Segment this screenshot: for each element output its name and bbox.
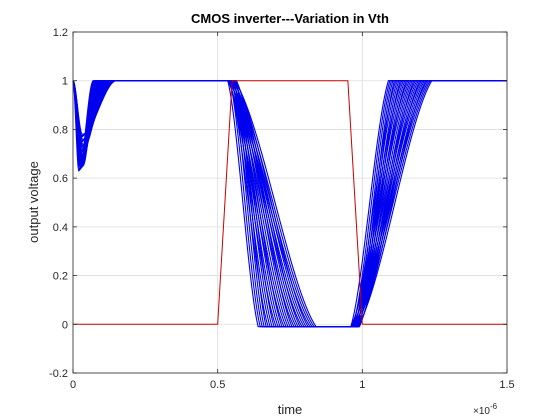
x-axis-label: time <box>278 402 303 417</box>
output-voltage-curve <box>72 80 507 328</box>
y-tick-label: 1.2 <box>53 27 68 39</box>
input-signal-line <box>73 80 507 325</box>
y-tick-label: 0.6 <box>53 173 68 185</box>
y-tick-label: 0.2 <box>53 271 68 283</box>
chart-title: CMOS inverter---Variation in Vth <box>191 11 389 26</box>
y-axis-label: output voltage <box>26 161 41 243</box>
y-tick-label: 0.4 <box>53 222 68 234</box>
ticks: 0 0.5 1 1.5-0.200.20.40.60.811.2 <box>49 27 515 391</box>
input-signal <box>73 80 507 325</box>
x-tick-label: 1 <box>359 379 365 391</box>
x-tick-label: 0 <box>70 379 76 391</box>
y-tick-label: -0.2 <box>49 368 68 380</box>
x-axis-exponent: ×10-6 <box>473 402 498 417</box>
y-tick-label: 0 <box>62 319 68 331</box>
x-tick-label: 0.5 <box>210 379 225 391</box>
x-tick-label: 1.5 <box>499 379 514 391</box>
y-tick-label: 1 <box>62 76 68 88</box>
plot-frame <box>72 31 508 374</box>
x-axis-exponent-base: ×10 <box>473 406 490 417</box>
output-voltage-curves <box>72 80 507 328</box>
x-axis-exponent-power: -6 <box>490 402 498 411</box>
y-tick-label: 0.8 <box>53 124 68 136</box>
